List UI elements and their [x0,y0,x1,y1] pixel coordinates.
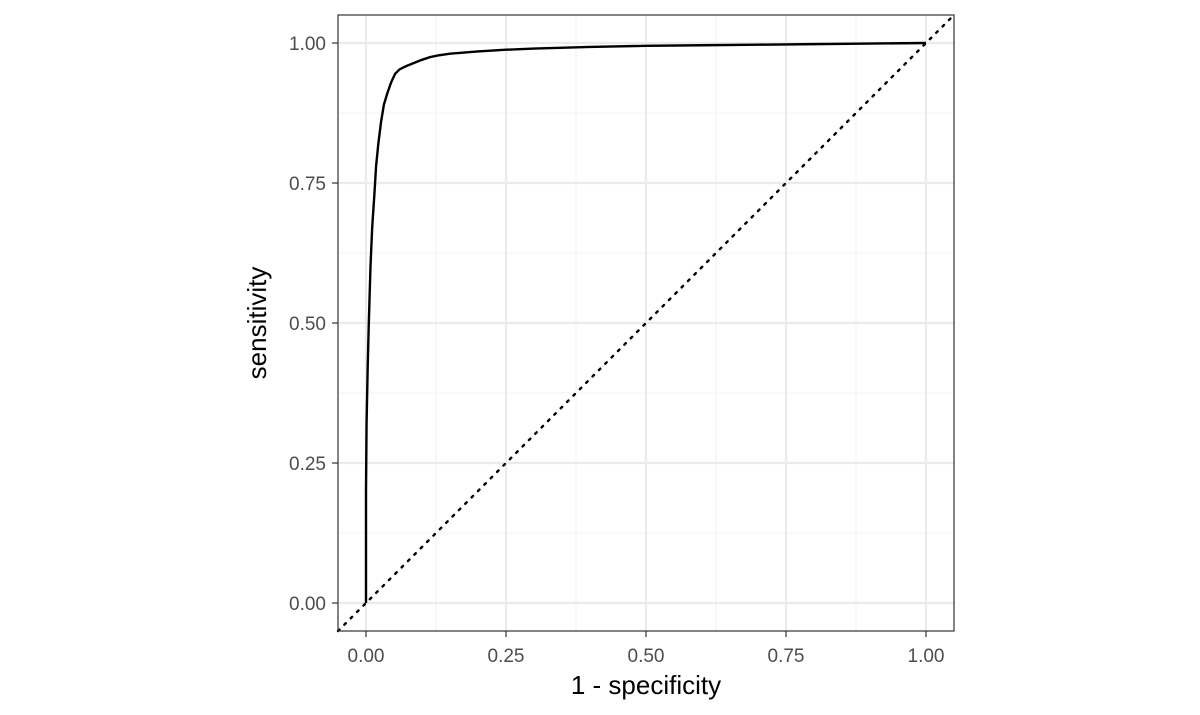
y-tick-label: 0.25 [289,454,326,475]
x-axis-ticks: 0.00 0.25 0.50 0.75 1.00 [348,631,945,667]
y-tick-label: 1.00 [289,34,326,55]
y-axis-title: sensitivity [242,267,272,380]
x-tick-label: 0.50 [628,646,665,667]
x-tick-label: 0.00 [348,646,385,667]
series-layer [336,13,956,633]
y-axis-ticks: 0.00 0.25 0.50 0.75 1.00 [289,34,338,615]
chance-diagonal-line [336,13,956,633]
x-tick-label: 0.25 [488,646,525,667]
y-tick-label: 0.75 [289,174,326,195]
y-tick-label: 0.00 [289,594,326,615]
x-axis-title: 1 - specificity [571,670,721,700]
y-tick-label: 0.50 [289,314,326,335]
grid-major [338,15,954,631]
x-tick-label: 0.75 [768,646,805,667]
x-tick-label: 1.00 [908,646,945,667]
roc-curve-line [364,41,927,603]
